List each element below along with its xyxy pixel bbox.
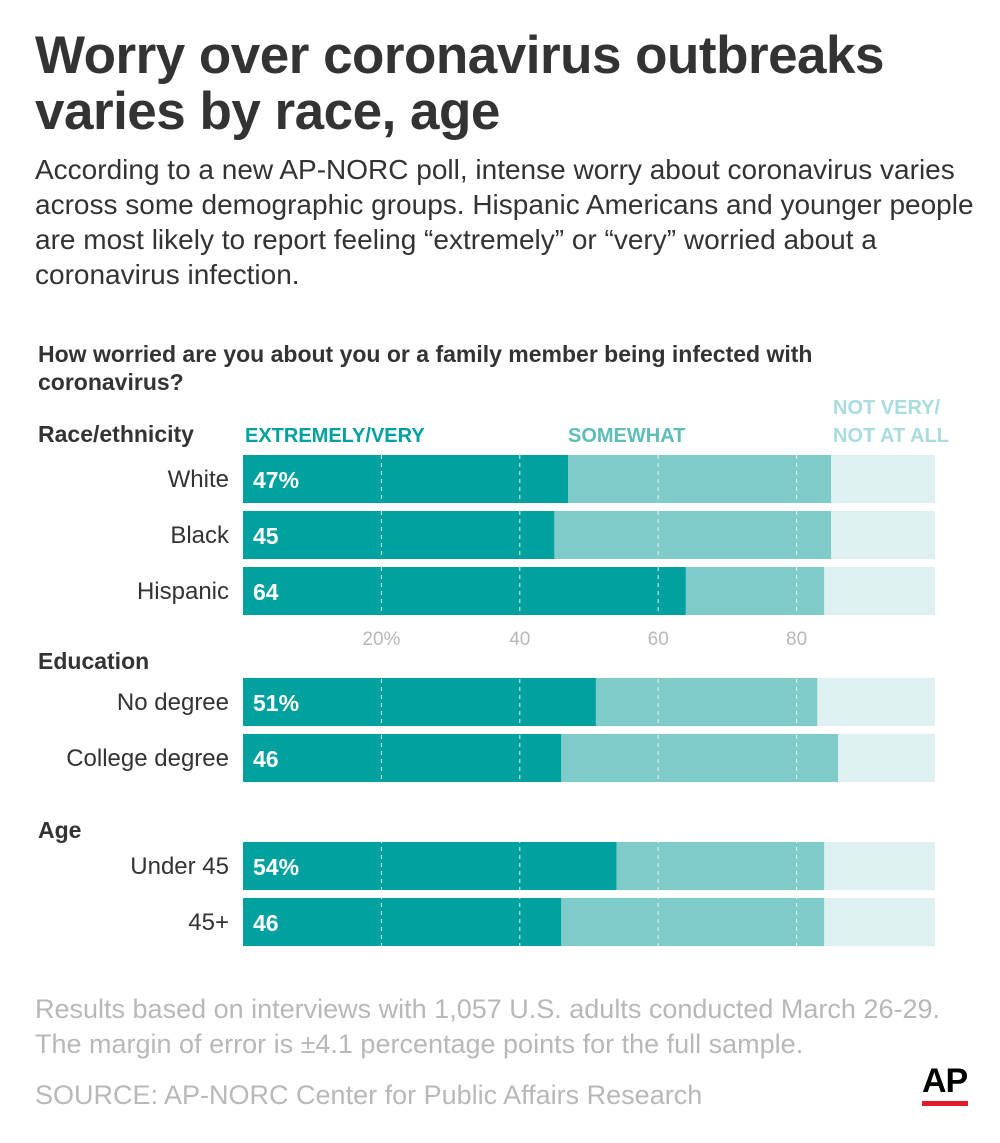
- group-label-race-ethnicity: Race/ethnicity: [38, 421, 194, 447]
- bar-segment-not-very-not-at-all: [831, 511, 935, 559]
- data-label: 51%: [253, 690, 299, 716]
- bar-segment-somewhat: [561, 898, 825, 946]
- chart-title: Worry over coronavirus outbreaks varies …: [35, 26, 884, 141]
- data-label: 54%: [253, 854, 299, 880]
- row-label: Black: [170, 522, 230, 549]
- ap-logo-underline: [922, 1101, 968, 1106]
- bar-segment-somewhat: [554, 511, 832, 559]
- bar-segment-not-very-not-at-all: [824, 898, 935, 946]
- group-label-education: Education: [38, 648, 149, 674]
- bar-segment-somewhat: [568, 455, 832, 503]
- bar-segment-somewhat: [561, 734, 839, 782]
- bar-segment-not-very-not-at-all: [824, 567, 935, 615]
- bar-segment-extremely-very: [243, 842, 617, 890]
- ap-logo: AP: [922, 1062, 968, 1100]
- bar-segment-extremely-very: [243, 511, 555, 559]
- row-label: College degree: [66, 745, 229, 772]
- bar-segment-not-very-not-at-all: [831, 455, 935, 503]
- row-label: Hispanic: [137, 578, 229, 605]
- x-tick-label: 20%: [362, 629, 400, 650]
- footnote: Results based on interviews with 1,057 U…: [35, 994, 940, 1059]
- x-tick-label: 80: [786, 629, 807, 650]
- x-tick-label: 60: [648, 629, 669, 650]
- bar-segment-extremely-very: [243, 734, 562, 782]
- bar-segment-somewhat: [616, 842, 825, 890]
- data-label: 47%: [253, 467, 299, 493]
- bar-segment-not-very-not-at-all: [817, 678, 935, 726]
- data-label: 45: [253, 523, 279, 549]
- bar-segment-extremely-very: [243, 898, 562, 946]
- bar-segment-extremely-very: [243, 678, 596, 726]
- x-tick-label: 40: [509, 629, 530, 650]
- source-note: SOURCE: AP-NORC Center for Public Affair…: [35, 1080, 703, 1110]
- bar-segment-not-very-not-at-all: [838, 734, 935, 782]
- legend-somewhat: SOMEWHAT: [568, 425, 685, 447]
- group-label-age: Age: [38, 817, 81, 843]
- chart-question: How worried are you about you or a famil…: [38, 341, 813, 395]
- bar-segment-extremely-very: [243, 455, 569, 503]
- legend-not-very-not-at-all-line1: NOT VERY/: [833, 397, 940, 419]
- data-label: 46: [253, 910, 279, 936]
- bar-segment-somewhat: [685, 567, 825, 615]
- bar-segment-extremely-very: [243, 567, 686, 615]
- bar-segment-somewhat: [595, 678, 818, 726]
- stacked-bar-chart: EXTREMELY/VERY SOMEWHAT NOT VERY/NOT AT AL…: [38, 397, 949, 946]
- intro-text: According to a new AP-NORC poll, intense…: [35, 154, 974, 290]
- row-label: Under 45: [130, 853, 229, 880]
- row-label: 45+: [188, 909, 229, 936]
- data-label: 46: [253, 746, 279, 772]
- data-label: 64: [253, 579, 279, 605]
- legend-not-very-not-at-all-line2: NOT AT ALL: [833, 425, 949, 447]
- row-label: No degree: [117, 689, 229, 716]
- legend-extremely-very: EXTREMELY/VERY: [245, 425, 425, 447]
- bar-segment-not-very-not-at-all: [824, 842, 935, 890]
- row-label: White: [168, 466, 229, 493]
